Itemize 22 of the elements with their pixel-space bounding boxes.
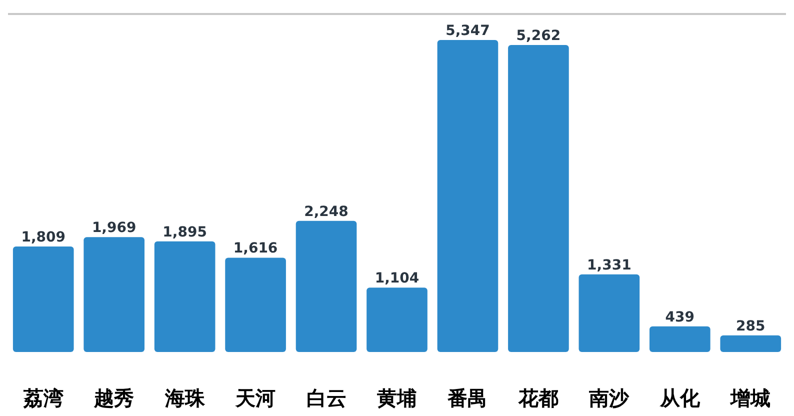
data-label: 285 <box>736 318 766 334</box>
x-tick-label: 南沙 <box>588 386 630 410</box>
x-tick-label: 黄埔 <box>376 386 417 410</box>
x-tick-label: 白云 <box>306 386 346 410</box>
data-label: 1,969 <box>92 220 136 236</box>
data-label: 1,616 <box>233 240 278 257</box>
data-label: 2,248 <box>304 204 348 220</box>
data-label: 5,262 <box>516 28 561 44</box>
x-tick-label: 增城 <box>730 386 771 410</box>
x-tick-label: 花都 <box>517 386 558 410</box>
x-tick-label: 天河 <box>234 386 276 410</box>
data-label: 1,331 <box>587 257 632 274</box>
x-tick-label: 从化 <box>658 386 701 410</box>
data-label: 1,809 <box>21 229 66 246</box>
data-label: 1,895 <box>162 224 207 240</box>
x-tick-label: 荔湾 <box>22 386 64 410</box>
data-label: 1,104 <box>374 270 420 287</box>
x-tick-label: 番禺 <box>446 386 488 410</box>
data-label: 5,347 <box>446 23 490 39</box>
x-tick-label: 越秀 <box>93 386 134 410</box>
x-tick-label: 海珠 <box>164 386 206 410</box>
data-label: 439 <box>665 309 695 326</box>
